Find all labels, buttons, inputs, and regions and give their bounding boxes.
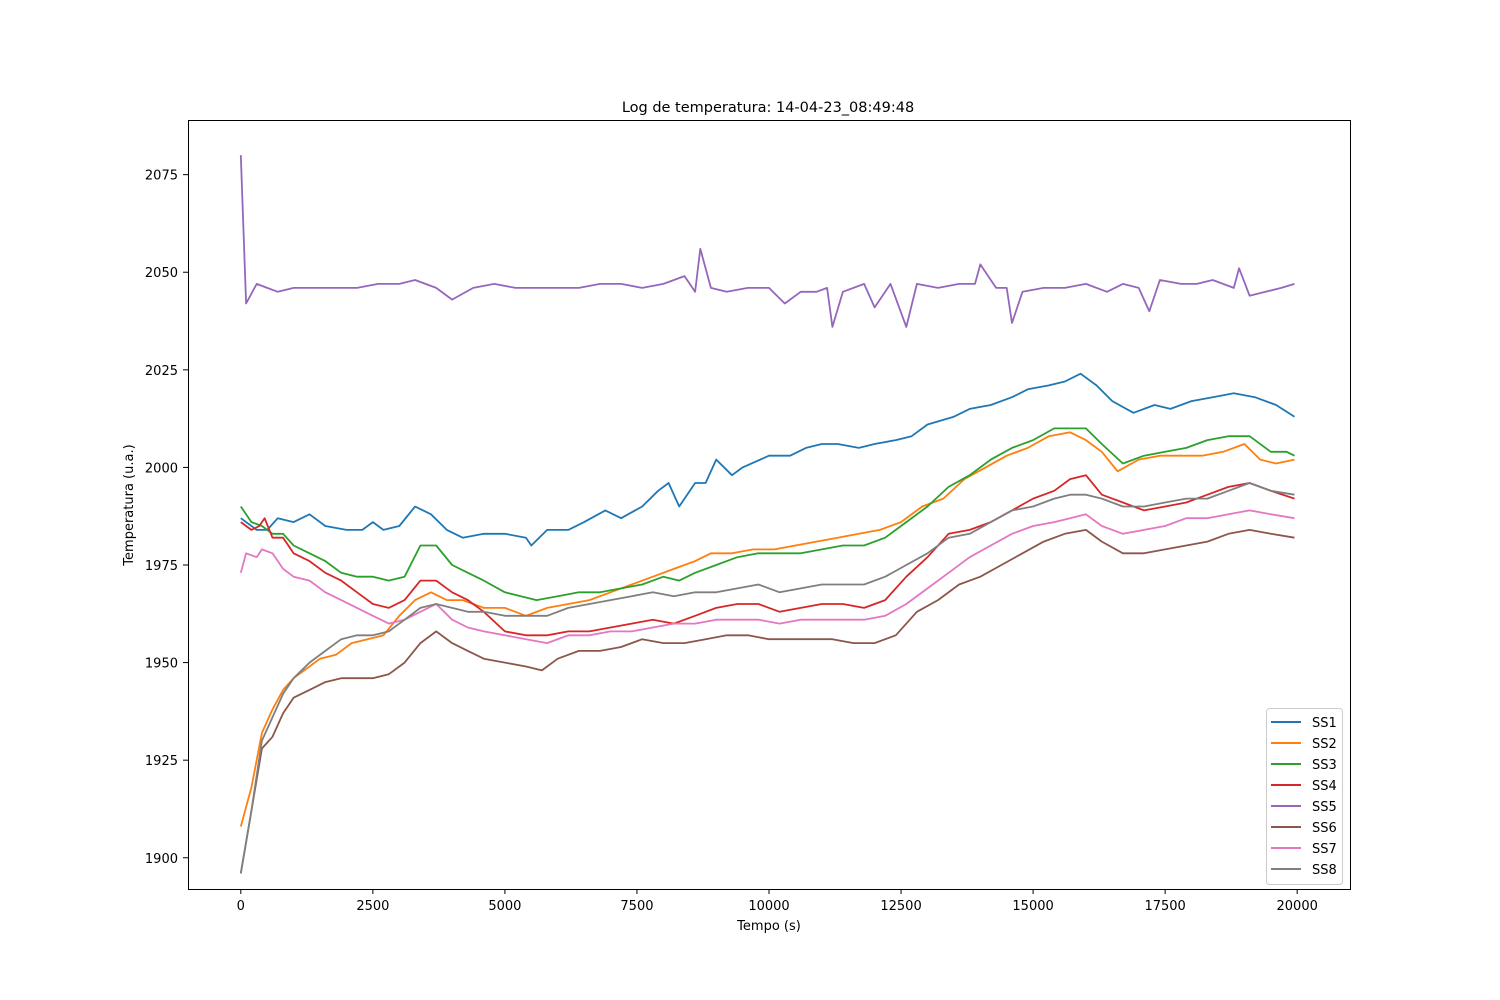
plot-lines: [239, 155, 1295, 874]
legend-label-ss4: SS4: [1312, 779, 1337, 794]
x-tick-label: 17500: [1144, 899, 1185, 914]
chart-title: Log de temperatura: 14-04-23_08:49:48: [622, 100, 914, 116]
legend-label-ss2: SS2: [1312, 737, 1337, 752]
x-axis-label: Tempo (s): [736, 919, 801, 934]
series-line-ss1: [240, 372, 1295, 547]
legend-label-ss3: SS3: [1312, 758, 1337, 773]
x-tick-label: 7500: [620, 899, 653, 914]
x-tick-label: 15000: [1012, 899, 1053, 914]
y-tick-label: 2075: [145, 169, 178, 184]
y-tick-label: 1950: [145, 657, 178, 672]
legend-label-ss5: SS5: [1312, 800, 1337, 815]
series-line-ss7: [239, 509, 1295, 644]
legend: SS1 SS2 SS3 SS4 SS5 SS6 SS7 SS8: [1266, 708, 1343, 885]
series-line-ss4: [240, 474, 1295, 637]
x-tick-label: 20000: [1277, 899, 1318, 914]
x-tick-label: 5000: [488, 899, 521, 914]
legend-label-ss8: SS8: [1312, 863, 1337, 878]
x-tick-label: 12500: [880, 899, 921, 914]
series-line-ss8: [239, 482, 1295, 874]
y-axis-ticks: 1900 1925 1950 1975 2000 2025 2050 2075: [145, 169, 188, 867]
x-axis-ticks: 0 2500 5000 7500 10000 12500 15000 17500 20000: [237, 889, 1318, 914]
x-tick-label: 10000: [748, 899, 789, 914]
y-axis-label: Temperatura (u.a.): [122, 444, 137, 566]
y-tick-label: 1900: [145, 852, 178, 867]
y-tick-label: 1925: [145, 754, 178, 769]
legend-label-ss7: SS7: [1312, 842, 1337, 857]
series-line-ss3: [240, 427, 1295, 601]
y-tick-label: 2000: [145, 461, 178, 476]
x-tick-label: 2500: [356, 899, 389, 914]
y-tick-label: 2050: [145, 266, 178, 281]
legend-label-ss6: SS6: [1312, 821, 1337, 836]
y-tick-label: 1975: [145, 559, 178, 574]
y-tick-label: 2025: [145, 364, 178, 379]
series-line-ss6: [239, 529, 1295, 874]
series-line-ss2: [239, 431, 1295, 827]
series-line-ss5: [239, 155, 1295, 328]
x-tick-label: 0: [237, 899, 245, 914]
legend-box: [1266, 708, 1343, 885]
legend-label-ss1: SS1: [1312, 716, 1337, 731]
